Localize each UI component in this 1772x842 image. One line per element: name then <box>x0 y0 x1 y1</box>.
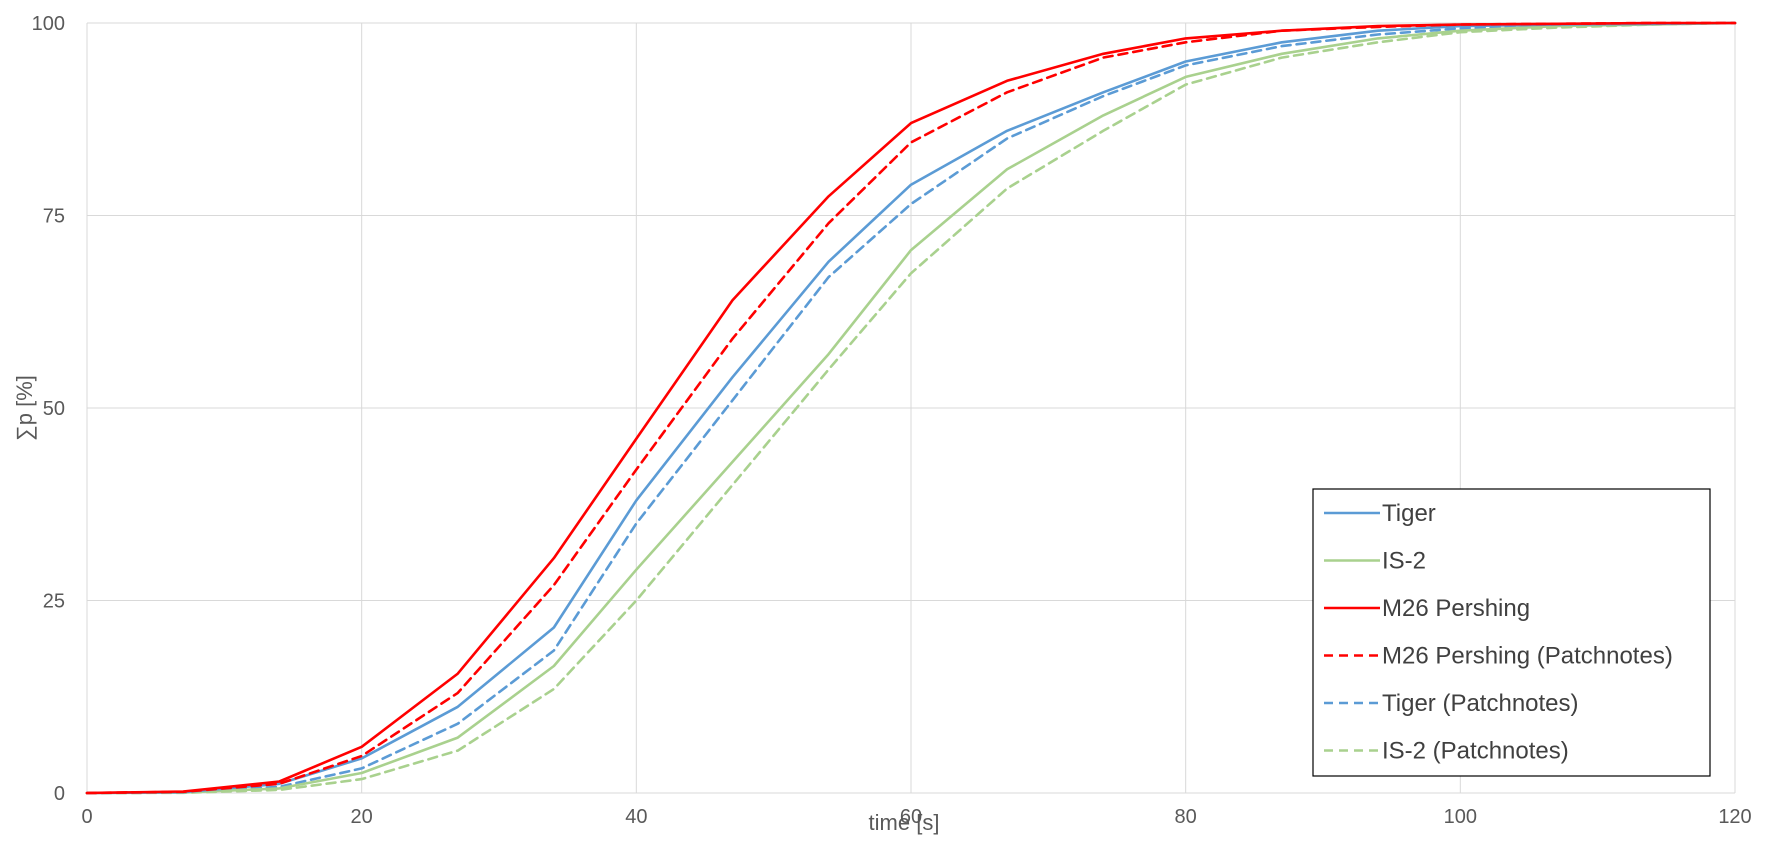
x-tick-label: 80 <box>1175 806 1197 828</box>
y-tick-label: 50 <box>43 398 65 420</box>
y-tick-label: 0 <box>54 783 65 805</box>
series-line <box>85 21 1737 795</box>
tick-labels: 0 25 50 75 100 0 20 40 60 80 100 120 <box>32 13 1752 828</box>
series-line <box>85 21 1737 795</box>
x-axis-title: time [s] <box>869 810 940 835</box>
series-layer <box>85 21 1737 795</box>
x-tick-label: 0 <box>81 806 92 828</box>
series-line <box>85 21 1737 795</box>
series-line <box>85 21 1737 795</box>
y-tick-label: 25 <box>43 591 65 613</box>
legend-label: Tiger (Patchnotes) <box>1382 690 1579 717</box>
y-axis-title: ∑p [%] <box>12 375 37 441</box>
legend-box <box>1312 488 1711 777</box>
x-tick-label: 60 <box>900 806 922 828</box>
x-tick-label: 100 <box>1444 806 1477 828</box>
legend-label: M26 Pershing (Patchnotes) <box>1382 643 1673 670</box>
series-line <box>85 21 1737 795</box>
x-tick-label: 120 <box>1718 806 1751 828</box>
y-tick-label: 100 <box>32 13 65 35</box>
legend: Tiger IS-2 M26 Pershing M26 Pershing (Patch… <box>1312 488 1711 777</box>
x-tick-label: 40 <box>625 806 647 828</box>
legend-label: IS-2 (Patchnotes) <box>1382 738 1569 765</box>
legend-label: Tiger <box>1382 500 1436 527</box>
y-tick-label: 75 <box>43 206 65 228</box>
x-tick-label: 20 <box>351 806 373 828</box>
legend-label: IS-2 <box>1382 548 1426 575</box>
legend-label: M26 Pershing <box>1382 595 1530 622</box>
